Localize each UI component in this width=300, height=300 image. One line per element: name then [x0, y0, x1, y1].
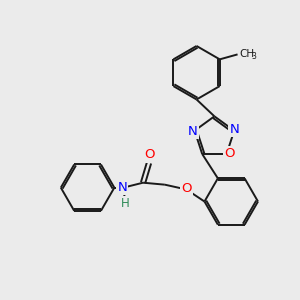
Text: O: O [145, 148, 155, 161]
Text: N: N [229, 123, 239, 136]
Text: H: H [121, 197, 130, 210]
Text: N: N [188, 125, 197, 138]
Text: N: N [117, 181, 127, 194]
Text: O: O [182, 182, 192, 195]
Text: 3: 3 [251, 52, 256, 61]
Text: O: O [224, 148, 235, 160]
Text: CH: CH [239, 50, 255, 59]
